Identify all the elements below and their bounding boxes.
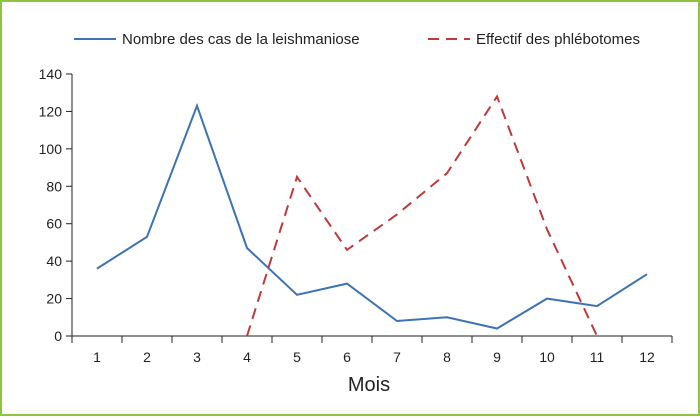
y-tick-label: 40 — [46, 253, 62, 269]
x-tick-label: 5 — [293, 349, 301, 365]
y-tick-label: 0 — [54, 328, 62, 344]
y-tick-label: 20 — [46, 291, 62, 307]
series-line-2 — [246, 94, 598, 337]
x-tick-label: 1 — [93, 349, 101, 365]
x-tick-label: 11 — [590, 349, 605, 365]
series-line-1 — [96, 102, 648, 330]
x-tick-label: 12 — [639, 349, 655, 365]
x-axis-title: Mois — [348, 374, 390, 396]
x-tick-label: 7 — [393, 349, 401, 365]
x-tick-label: 9 — [493, 349, 501, 365]
x-tick-label: 3 — [193, 349, 201, 365]
x-tick-label: 8 — [443, 349, 451, 365]
x-tick-label: 6 — [343, 349, 351, 365]
legend-label-1: Nombre des cas de la leishmaniose — [122, 31, 360, 48]
y-tick-label: 120 — [39, 103, 63, 119]
x-tick-label: 2 — [143, 349, 151, 365]
series-layer — [96, 94, 648, 337]
legend: Nombre des cas de la leishmaniose Effecti… — [74, 31, 640, 48]
y-tick-label: 80 — [46, 178, 62, 194]
legend-label-2: Effectif des phlébotomes — [476, 31, 640, 48]
x-tick-label: 10 — [539, 349, 555, 365]
y-tick-label: 60 — [46, 216, 62, 232]
y-tick-label: 100 — [39, 141, 63, 157]
x-tick-label: 4 — [243, 349, 251, 365]
y-tick-label: 140 — [39, 66, 63, 82]
